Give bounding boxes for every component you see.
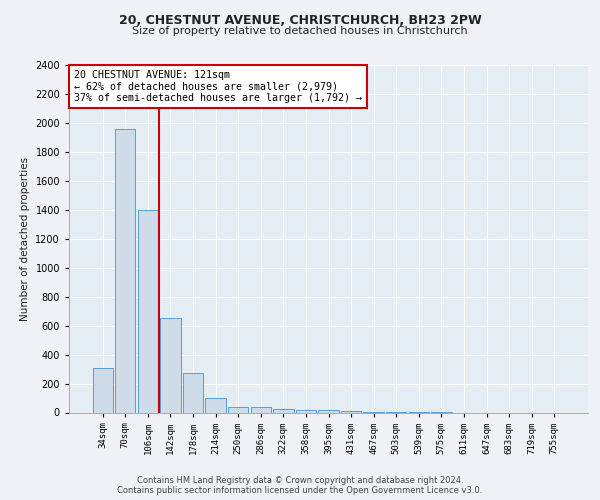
Bar: [138, 210, 158, 412]
Bar: [160, 318, 181, 412]
Text: Contains public sector information licensed under the Open Government Licence v3: Contains public sector information licen…: [118, 486, 482, 495]
Bar: [319, 410, 338, 412]
Bar: [273, 409, 293, 412]
Text: Contains HM Land Registry data © Crown copyright and database right 2024.: Contains HM Land Registry data © Crown c…: [137, 476, 463, 485]
Y-axis label: Number of detached properties: Number of detached properties: [20, 156, 29, 321]
Bar: [228, 406, 248, 412]
Bar: [251, 408, 271, 412]
Bar: [296, 410, 316, 412]
Text: Size of property relative to detached houses in Christchurch: Size of property relative to detached ho…: [132, 26, 468, 36]
Bar: [205, 398, 226, 412]
Text: 20, CHESTNUT AVENUE, CHRISTCHURCH, BH23 2PW: 20, CHESTNUT AVENUE, CHRISTCHURCH, BH23 …: [119, 14, 481, 27]
Bar: [92, 368, 113, 412]
Text: 20 CHESTNUT AVENUE: 121sqm
← 62% of detached houses are smaller (2,979)
37% of s: 20 CHESTNUT AVENUE: 121sqm ← 62% of deta…: [74, 70, 362, 103]
Bar: [183, 374, 203, 412]
Bar: [115, 128, 136, 412]
